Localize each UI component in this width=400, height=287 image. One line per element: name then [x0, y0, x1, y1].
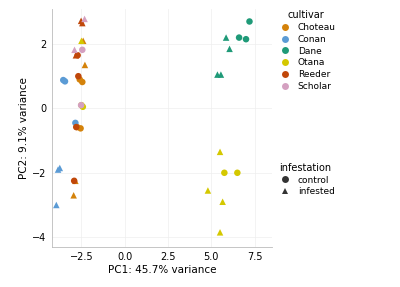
Point — [62, 79, 68, 84]
Point — [81, 17, 88, 21]
Point — [72, 179, 78, 183]
Point — [78, 19, 84, 23]
Point — [74, 53, 81, 58]
Point — [75, 74, 82, 79]
Point — [72, 121, 78, 125]
Point — [73, 53, 79, 58]
Point — [56, 166, 63, 170]
Point — [71, 48, 78, 52]
Point — [236, 35, 242, 40]
Point — [76, 77, 83, 82]
Point — [82, 63, 88, 67]
Point — [79, 21, 86, 25]
Point — [53, 203, 60, 207]
Legend: control, infested: control, infested — [274, 161, 336, 198]
Point — [74, 125, 80, 129]
Point — [80, 38, 86, 43]
Point — [226, 46, 233, 51]
Point — [243, 37, 249, 42]
Point — [205, 188, 211, 193]
Point — [217, 150, 223, 154]
Point — [214, 72, 221, 77]
Y-axis label: PC2: 9.1% variance: PC2: 9.1% variance — [19, 77, 29, 179]
Point — [80, 104, 86, 109]
X-axis label: PC1: 45.7% variance: PC1: 45.7% variance — [108, 265, 216, 275]
Point — [78, 103, 85, 107]
Point — [77, 126, 84, 131]
Point — [55, 167, 61, 172]
Point — [234, 170, 240, 175]
Point — [218, 72, 224, 77]
Point — [223, 35, 229, 40]
Point — [246, 19, 253, 24]
Point — [79, 48, 86, 52]
Point — [73, 125, 80, 129]
Point — [70, 193, 77, 198]
Point — [79, 80, 86, 84]
Point — [220, 199, 226, 204]
Point — [221, 170, 228, 175]
Point — [217, 230, 223, 235]
Point — [71, 179, 77, 183]
Point — [78, 103, 84, 107]
Point — [78, 38, 85, 43]
Point — [60, 78, 66, 82]
